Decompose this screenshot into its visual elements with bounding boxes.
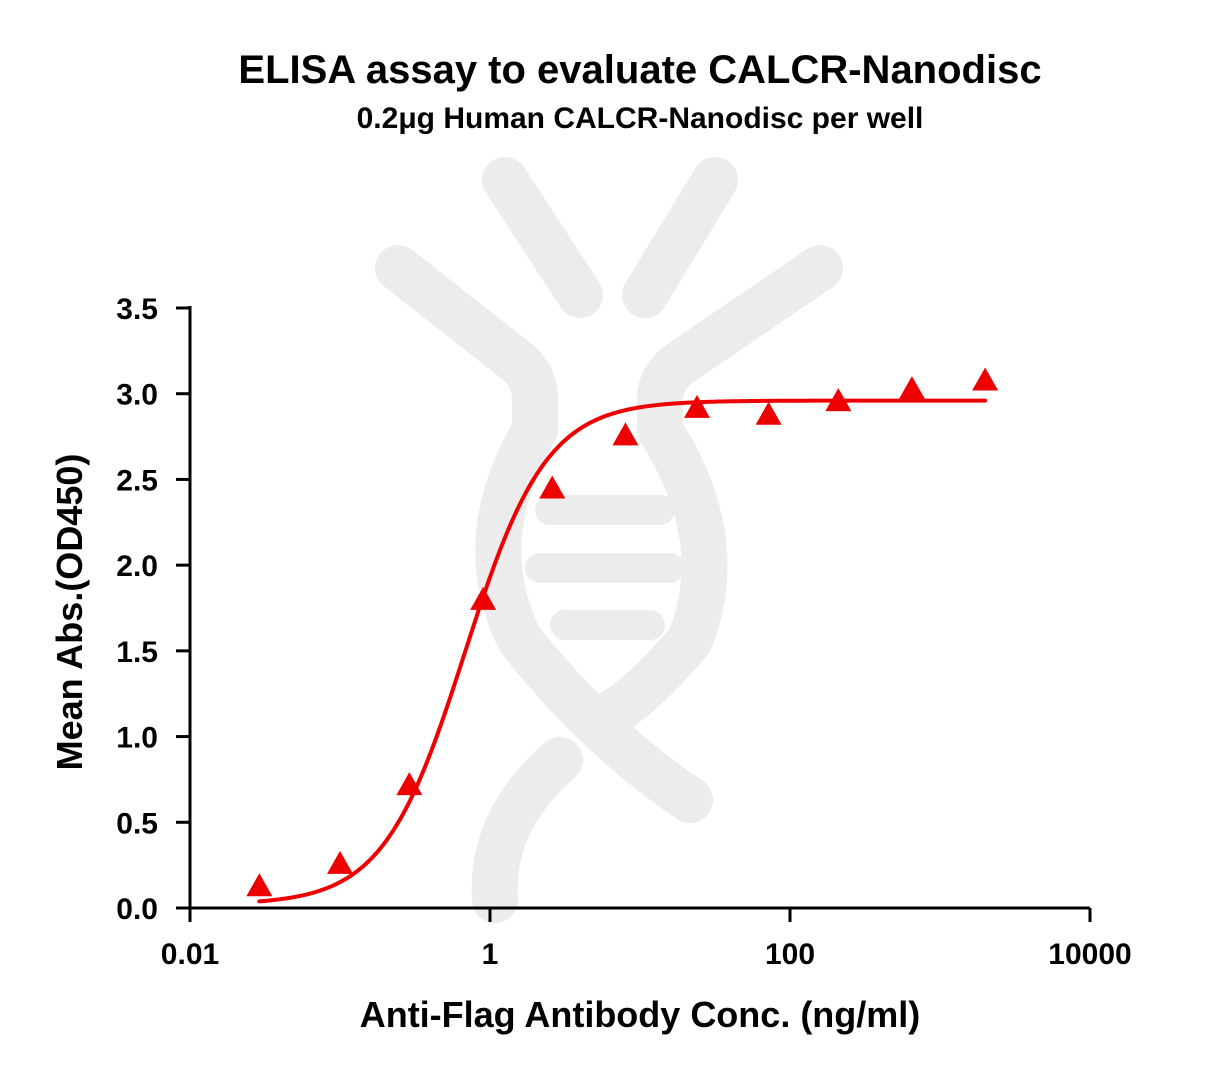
data-point-marker xyxy=(539,475,566,499)
chart-title: ELISA assay to evaluate CALCR-Nanodisc xyxy=(238,48,1041,92)
data-point-marker xyxy=(327,850,353,874)
data-point-marker xyxy=(246,873,273,897)
data-point-marker xyxy=(470,586,497,610)
data-point-marker xyxy=(755,401,782,425)
y-axis-label: Mean Abs.(OD450) xyxy=(49,454,90,771)
x-tick-label: 0.01 xyxy=(161,938,219,971)
x-ticks: 0.01 1 100 10000 xyxy=(161,908,1132,971)
data-points xyxy=(246,367,999,897)
y-tick-label: 1.0 xyxy=(116,722,158,755)
x-tick-label: 100 xyxy=(765,938,815,971)
y-ticks: 0.0 0.5 1.0 1.5 2.0 2.5 3.0 3.5 xyxy=(116,293,190,926)
axes xyxy=(188,306,1090,910)
y-tick-label: 0.0 xyxy=(116,893,158,926)
y-tick-label: 1.5 xyxy=(116,636,158,669)
y-tick-label: 3.0 xyxy=(116,379,158,412)
data-point-marker xyxy=(684,394,711,418)
data-point-marker xyxy=(825,388,852,412)
y-tick-label: 0.5 xyxy=(116,807,158,840)
y-tick-label: 2.5 xyxy=(116,464,158,497)
fit-curve xyxy=(257,398,988,904)
data-point-marker xyxy=(396,772,423,796)
x-tick-label: 10000 xyxy=(1048,938,1131,971)
watermark-logo xyxy=(375,157,843,923)
x-tick-label: 1 xyxy=(482,938,499,971)
chart-subtitle: 0.2μg Human CALCR-Nanodisc per well xyxy=(357,102,924,135)
data-point-marker xyxy=(612,422,639,446)
data-point-marker xyxy=(972,367,999,391)
y-tick-label: 3.5 xyxy=(116,293,158,326)
data-point-marker xyxy=(898,376,925,400)
y-tick-label: 2.0 xyxy=(116,550,158,583)
x-axis-label: Anti-Flag Antibody Conc. (ng/ml) xyxy=(360,994,921,1035)
